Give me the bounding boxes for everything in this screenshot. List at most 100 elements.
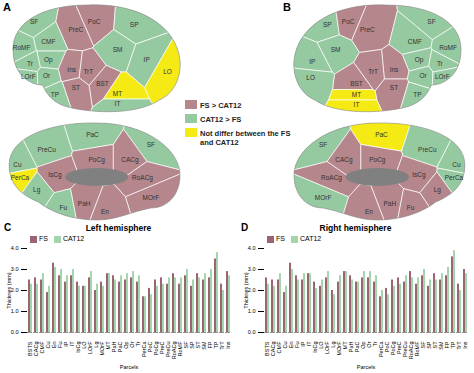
svg-text:CMF: CMF [41, 38, 55, 45]
svg-text:MT: MT [113, 90, 122, 97]
svg-text:PreCu: PreCu [37, 146, 56, 153]
svg-text:SM: SM [331, 46, 341, 53]
svg-text:TP: TP [51, 91, 59, 98]
svg-text:RoMF: RoMF [13, 44, 31, 51]
svg-text:CMF: CMF [408, 38, 422, 45]
svg-text:IT: IT [115, 100, 121, 107]
svg-text:IsCg: IsCg [74, 341, 81, 353]
svg-text:Ins: Ins [67, 66, 76, 73]
svg-text:SF: SF [30, 18, 38, 25]
svg-text:Parcels: Parcels [357, 364, 376, 370]
svg-text:Ins: Ins [462, 341, 468, 349]
svg-text:IT: IT [354, 101, 360, 108]
svg-text:RoACg: RoACg [132, 174, 153, 182]
svg-text:Not differ between the FSand C: Not differ between the FSand CAT12 [200, 129, 290, 147]
html-text:CAT12: CAT12 [300, 235, 322, 243]
svg-text:Ins: Ins [225, 341, 231, 349]
svg-text:Cu: Cu [44, 341, 51, 349]
svg-text:SP: SP [130, 21, 139, 28]
svg-text:0.0: 0.0 [248, 329, 256, 335]
svg-text:TrT: TrT [83, 68, 93, 75]
svg-text:IsCg: IsCg [412, 171, 426, 179]
svg-text:Parcels: Parcels [120, 364, 139, 370]
html-text:FS: FS [39, 235, 48, 243]
svg-text:FS > CAT12: FS > CAT12 [200, 101, 241, 110]
svg-text:Or: Or [43, 72, 51, 79]
svg-text:SF: SF [427, 18, 435, 25]
svg-text:PoC: PoC [342, 18, 355, 25]
svg-text:TrT: TrT [368, 68, 378, 75]
svg-text:En: En [365, 208, 373, 215]
svg-text:MT: MT [352, 91, 361, 98]
svg-text:IsCg: IsCg [48, 171, 62, 179]
svg-text:En: En [101, 208, 109, 215]
html-text:CAT12: CAT12 [63, 235, 85, 243]
html-text:FS: FS [276, 235, 285, 243]
svg-text:MOrF: MOrF [315, 194, 332, 201]
html-text:Right hemisphere: Right hemisphere [319, 223, 392, 233]
svg-text:4.0: 4.0 [11, 245, 19, 251]
svg-text:PoC: PoC [88, 18, 101, 25]
svg-text:Cu: Cu [452, 161, 461, 168]
svg-text:RoMF: RoMF [439, 44, 457, 51]
svg-text:LO: LO [163, 68, 172, 75]
svg-text:Fu: Fu [407, 204, 415, 211]
svg-text:CACg: CACg [32, 341, 39, 357]
svg-text:0.0: 0.0 [11, 329, 19, 335]
svg-text:MOrF: MOrF [143, 194, 160, 201]
svg-text:Tr: Tr [27, 60, 34, 67]
svg-text:LOrF: LOrF [21, 73, 36, 80]
svg-text:Thicknes (mm): Thicknes (mm) [6, 272, 12, 309]
svg-text:LOrF: LOrF [435, 73, 450, 80]
svg-text:3.0: 3.0 [11, 266, 19, 272]
svg-text:4.0: 4.0 [248, 245, 256, 251]
svg-text:CACg: CACg [121, 156, 139, 164]
svg-text:PerCa: PerCa [11, 174, 30, 181]
svg-text:B: B [283, 1, 291, 13]
svg-text:ST: ST [390, 84, 398, 91]
svg-text:PerCa: PerCa [445, 174, 464, 181]
svg-text:TP: TP [413, 91, 421, 98]
svg-text:Op: Op [415, 56, 424, 64]
svg-text:PreCu: PreCu [418, 146, 437, 153]
svg-text:Or: Or [420, 72, 428, 79]
svg-text:CMF: CMF [38, 341, 45, 354]
svg-text:SM: SM [113, 46, 123, 53]
svg-text:Thicknes (mm): Thicknes (mm) [243, 272, 249, 309]
svg-text:BST: BST [96, 80, 109, 87]
svg-text:IP: IP [144, 56, 150, 63]
svg-text:Ins: Ins [390, 66, 399, 73]
svg-text:PreC: PreC [360, 26, 375, 33]
html-text:Left hemisphere: Left hemisphere [85, 223, 152, 233]
svg-text:PoCg: PoCg [369, 156, 386, 164]
svg-text:CAT12 > FS: CAT12 > FS [200, 115, 241, 124]
html-text:D: D [241, 222, 249, 233]
svg-text:PaH: PaH [384, 200, 397, 207]
svg-text:SP: SP [323, 21, 332, 28]
svg-text:BSTS: BSTS [26, 341, 33, 356]
svg-text:IP: IP [309, 58, 315, 65]
svg-text:SF: SF [147, 141, 155, 148]
svg-text:PoCg: PoCg [89, 156, 106, 164]
svg-text:CACg: CACg [335, 156, 353, 164]
svg-text:ST: ST [72, 84, 80, 91]
svg-text:Lg: Lg [434, 186, 442, 194]
svg-text:A: A [3, 1, 11, 13]
svg-text:SF: SF [319, 141, 327, 148]
svg-text:PaC: PaC [86, 131, 99, 138]
svg-text:Op: Op [44, 56, 53, 64]
svg-text:PreC: PreC [68, 26, 83, 33]
svg-text:Tr: Tr [437, 60, 444, 67]
svg-text:Fu: Fu [60, 204, 68, 211]
svg-text:BST: BST [350, 80, 363, 87]
svg-text:PaC: PaC [375, 131, 388, 138]
svg-text:LO: LO [306, 74, 315, 81]
svg-text:En: En [50, 341, 57, 349]
svg-text:Cu: Cu [13, 161, 22, 168]
svg-text:Lg: Lg [33, 186, 41, 194]
svg-text:PaH: PaH [78, 200, 91, 207]
svg-text:RoACg: RoACg [321, 174, 342, 182]
html-text:C: C [4, 222, 12, 233]
svg-text:Fu: Fu [56, 341, 63, 348]
svg-text:3.0: 3.0 [248, 266, 256, 272]
